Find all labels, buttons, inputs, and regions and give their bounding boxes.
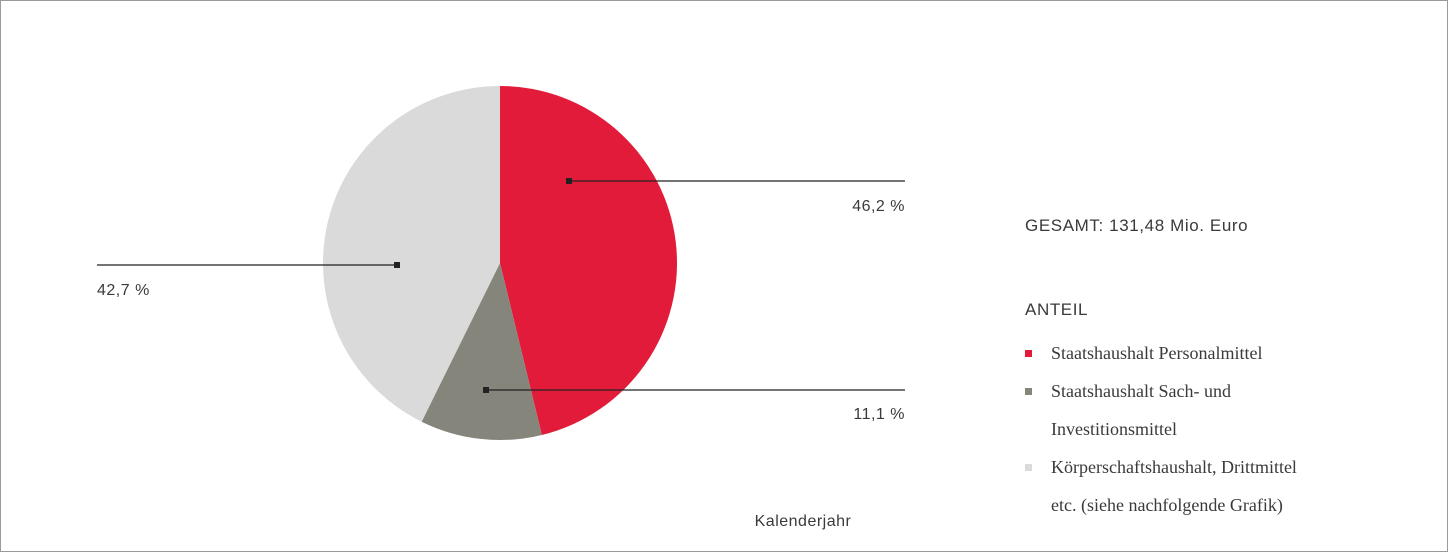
legend-swatch: [1025, 388, 1032, 395]
legend-item: Staatshaushalt Sach- und Investitionsmit…: [1025, 372, 1325, 448]
legend-swatch: [1025, 464, 1032, 471]
legend-item: Körperschaftshaushalt, Drittmittel etc. …: [1025, 448, 1325, 524]
value-label: 46,2 %: [852, 198, 905, 215]
total: GESAMT: 131,48 Mio. Euro: [1025, 216, 1249, 235]
leader-dot: [394, 262, 400, 268]
legend: Staatshaushalt Personalmittel Staatshaush…: [1025, 334, 1325, 524]
legend-label: Staatshaushalt Sach- und Investitionsmit…: [1051, 381, 1231, 439]
leader-dot: [566, 178, 572, 184]
note: Kalenderjahr: [755, 513, 852, 530]
pie-slice: [421, 263, 542, 441]
legend-label: Körperschaftshaushalt, Drittmittel etc. …: [1051, 457, 1297, 515]
legend-title: ANTEIL: [1025, 300, 1089, 319]
legend-swatch: [1025, 350, 1032, 357]
value-label: 11,1 %: [853, 406, 905, 423]
leader-dot: [483, 387, 489, 393]
pie-slice: [500, 86, 677, 435]
pie-slice: [322, 86, 500, 422]
legend-item: Staatshaushalt Personalmittel: [1025, 334, 1325, 372]
value-label: 42,7 %: [97, 282, 150, 299]
legend-label: Staatshaushalt Personalmittel: [1051, 343, 1263, 363]
